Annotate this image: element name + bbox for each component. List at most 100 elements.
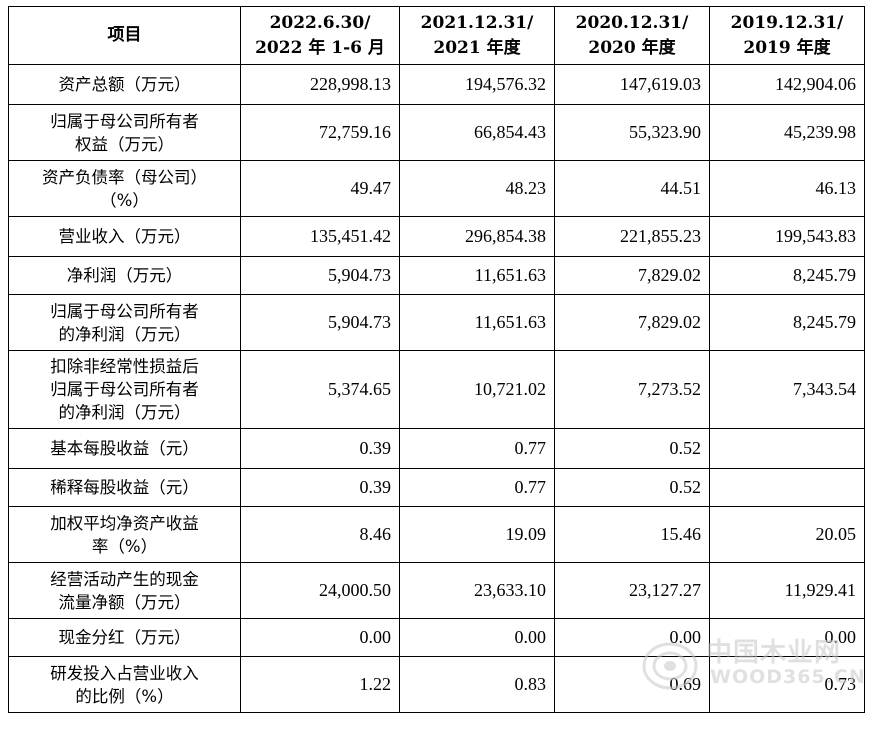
value-cell: 296,854.38 bbox=[399, 216, 555, 257]
row-label: 稀释每股收益（元） bbox=[8, 468, 241, 507]
value-cell: 135,451.42 bbox=[240, 216, 400, 257]
row-label-line: 加权平均净资产收益 bbox=[50, 513, 199, 533]
value-cell: 0.39 bbox=[240, 428, 400, 469]
value-cell: 228,998.13 bbox=[240, 64, 400, 105]
value-cell: 11,651.63 bbox=[399, 256, 555, 295]
row-label-line: 率（%） bbox=[91, 536, 158, 556]
value-cell: 147,619.03 bbox=[554, 64, 710, 105]
row-label-line: 权益（万元） bbox=[75, 134, 174, 154]
table-row: 现金分红（万元） 0.00 0.00 0.00 0.00 bbox=[8, 618, 865, 657]
header-date: 2019.12.31/ bbox=[730, 12, 844, 33]
header-2020: 2020.12.31/ 2020 年度 bbox=[554, 6, 710, 65]
header-2022h1: 2022.6.30/ 2022 年 1-6 月 bbox=[240, 6, 400, 65]
value-cell: 15.46 bbox=[554, 506, 710, 563]
row-label: 归属于母公司所有者 的净利润（万元） bbox=[8, 294, 241, 351]
value-cell: 0.39 bbox=[240, 468, 400, 507]
value-cell: 0.77 bbox=[399, 468, 555, 507]
value-cell: 199,543.83 bbox=[709, 216, 865, 257]
value-cell: 0.77 bbox=[399, 428, 555, 469]
header-date: 2022.6.30/ bbox=[269, 12, 371, 33]
row-label-line: （%） bbox=[100, 190, 149, 210]
header-row: 项目 2022.6.30/ 2022 年 1-6 月 2021.12.31/ 2… bbox=[8, 6, 865, 65]
table-row: 资产总额（万元） 228,998.13 194,576.32 147,619.03 14… bbox=[8, 64, 865, 105]
row-label: 归属于母公司所有者 权益（万元） bbox=[8, 104, 241, 161]
value-cell: 7,829.02 bbox=[554, 294, 710, 351]
value-cell: 0.83 bbox=[399, 656, 555, 713]
row-label-line: 流量净额（万元） bbox=[58, 592, 191, 612]
value-cell: 46.13 bbox=[709, 160, 865, 217]
table-row: 资产负债率（母公司） （%） 49.47 48.23 44.51 46.13 bbox=[8, 160, 865, 217]
value-cell: 5,374.65 bbox=[240, 350, 400, 429]
table-row: 研发投入占营业收入 的比例（%） 1.22 0.83 0.69 0.73 bbox=[8, 656, 865, 713]
value-cell: 0.52 bbox=[554, 428, 710, 469]
value-cell: 7,343.54 bbox=[709, 350, 865, 429]
value-cell: 23,633.10 bbox=[399, 562, 555, 619]
table-row: 归属于母公司所有者 的净利润（万元） 5,904.73 11,651.63 7,829.… bbox=[8, 294, 865, 351]
row-label-line: 净利润（万元） bbox=[66, 266, 183, 285]
row-label-line: 的比例（%） bbox=[75, 686, 174, 706]
value-cell: 66,854.43 bbox=[399, 104, 555, 161]
row-label: 研发投入占营业收入 的比例（%） bbox=[8, 656, 241, 713]
header-period: 2022 年 1-6 月 bbox=[255, 37, 385, 58]
row-label-line: 基本每股收益（元） bbox=[50, 439, 199, 458]
row-label-line: 归属于母公司所有者 bbox=[50, 380, 199, 399]
header-date: 2021.12.31/ bbox=[420, 12, 534, 33]
row-label-line: 研发投入占营业收入 bbox=[50, 663, 199, 683]
value-cell: 0.73 bbox=[709, 656, 865, 713]
row-label: 营业收入（万元） bbox=[8, 216, 241, 257]
value-cell: 19.09 bbox=[399, 506, 555, 563]
row-label: 资产负债率（母公司） （%） bbox=[8, 160, 241, 217]
value-cell: 221,855.23 bbox=[554, 216, 710, 257]
value-cell: 0.00 bbox=[240, 618, 400, 657]
row-label-line: 资产总额（万元） bbox=[58, 75, 191, 94]
value-cell: 5,904.73 bbox=[240, 256, 400, 295]
value-cell: 7,273.52 bbox=[554, 350, 710, 429]
value-cell: 0.00 bbox=[709, 618, 865, 657]
value-cell: 44.51 bbox=[554, 160, 710, 217]
value-cell: 0.00 bbox=[554, 618, 710, 657]
value-cell: 1.22 bbox=[240, 656, 400, 713]
value-cell: 0.52 bbox=[554, 468, 710, 507]
row-label: 扣除非经常性损益后 归属于母公司所有者 的净利润（万元） bbox=[8, 350, 241, 429]
row-label: 现金分红（万元） bbox=[8, 618, 241, 657]
value-cell: 23,127.27 bbox=[554, 562, 710, 619]
value-cell: 20.05 bbox=[709, 506, 865, 563]
value-cell: 48.23 bbox=[399, 160, 555, 217]
value-cell: 11,929.41 bbox=[709, 562, 865, 619]
row-label: 基本每股收益（元） bbox=[8, 428, 241, 469]
value-cell: 8,245.79 bbox=[709, 294, 865, 351]
table-row: 稀释每股收益（元） 0.39 0.77 0.52 bbox=[8, 468, 865, 507]
header-period: 2019 年度 bbox=[743, 37, 831, 58]
value-cell: 45,239.98 bbox=[709, 104, 865, 161]
value-cell: 0.00 bbox=[399, 618, 555, 657]
row-label-line: 扣除非经常性损益后 bbox=[50, 357, 199, 376]
row-label: 资产总额（万元） bbox=[8, 64, 241, 105]
header-date: 2020.12.31/ bbox=[575, 12, 689, 33]
table-row: 营业收入（万元） 135,451.42 296,854.38 221,855.23 19… bbox=[8, 216, 865, 257]
value-cell: 8.46 bbox=[240, 506, 400, 563]
value-cell bbox=[709, 468, 865, 507]
value-cell: 194,576.32 bbox=[399, 64, 555, 105]
row-label-line: 归属于母公司所有者 bbox=[50, 111, 199, 131]
header-2019: 2019.12.31/ 2019 年度 bbox=[709, 6, 865, 65]
value-cell: 5,904.73 bbox=[240, 294, 400, 351]
value-cell bbox=[709, 428, 865, 469]
row-label: 净利润（万元） bbox=[8, 256, 241, 295]
value-cell: 142,904.06 bbox=[709, 64, 865, 105]
row-label-line: 现金分红（万元） bbox=[58, 628, 191, 647]
header-item: 项目 bbox=[8, 6, 241, 65]
table-body: 资产总额（万元） 228,998.13 194,576.32 147,619.03 14… bbox=[8, 64, 865, 713]
row-label-line: 营业收入（万元） bbox=[58, 227, 191, 246]
value-cell: 55,323.90 bbox=[554, 104, 710, 161]
value-cell: 72,759.16 bbox=[240, 104, 400, 161]
row-label-line: 资产负债率（母公司） bbox=[42, 167, 207, 187]
table-row: 加权平均净资产收益 率（%） 8.46 19.09 15.46 20.05 bbox=[8, 506, 865, 563]
row-label-line: 归属于母公司所有者 bbox=[50, 301, 199, 321]
header-period: 2020 年度 bbox=[588, 37, 676, 58]
value-cell: 8,245.79 bbox=[709, 256, 865, 295]
table-row: 净利润（万元） 5,904.73 11,651.63 7,829.02 8,245.79 bbox=[8, 256, 865, 295]
table-row: 归属于母公司所有者 权益（万元） 72,759.16 66,854.43 55,323.… bbox=[8, 104, 865, 161]
header-2021: 2021.12.31/ 2021 年度 bbox=[399, 6, 555, 65]
row-label-line: 经营活动产生的现金 bbox=[50, 569, 199, 589]
header-text: 项目 bbox=[107, 25, 142, 45]
